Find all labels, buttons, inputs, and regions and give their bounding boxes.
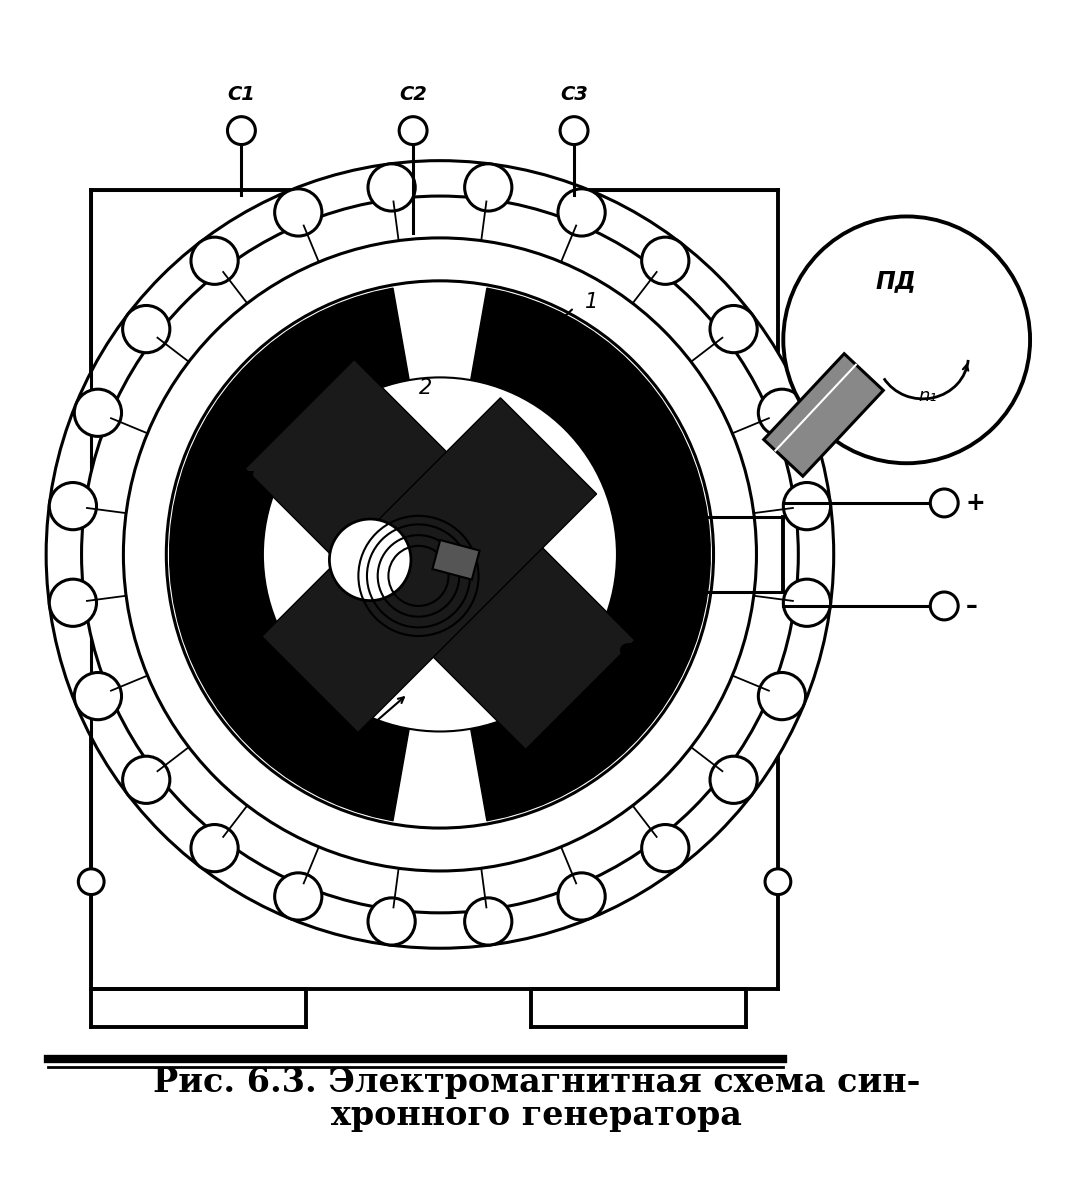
- Circle shape: [368, 897, 415, 945]
- Circle shape: [558, 873, 605, 920]
- Circle shape: [227, 117, 255, 144]
- Circle shape: [783, 579, 831, 626]
- Polygon shape: [470, 288, 710, 821]
- Circle shape: [783, 217, 1030, 463]
- Circle shape: [399, 117, 427, 144]
- Text: –: –: [966, 594, 978, 618]
- Text: n₁: n₁: [318, 760, 337, 778]
- Polygon shape: [764, 354, 883, 476]
- Circle shape: [49, 579, 97, 626]
- Text: N: N: [229, 470, 254, 500]
- Circle shape: [710, 305, 758, 353]
- Circle shape: [49, 483, 97, 529]
- Circle shape: [558, 188, 605, 236]
- Text: C3: C3: [560, 85, 588, 104]
- Circle shape: [759, 390, 806, 437]
- Circle shape: [122, 757, 170, 804]
- Circle shape: [783, 483, 831, 529]
- Circle shape: [263, 378, 617, 732]
- Text: +: +: [966, 491, 985, 515]
- Text: C1: C1: [227, 85, 255, 104]
- Circle shape: [759, 673, 806, 720]
- Circle shape: [122, 305, 170, 353]
- Circle shape: [465, 163, 512, 211]
- Circle shape: [710, 757, 758, 804]
- Circle shape: [275, 188, 322, 236]
- Circle shape: [560, 117, 588, 144]
- Circle shape: [74, 673, 121, 720]
- Circle shape: [78, 869, 104, 895]
- Circle shape: [642, 237, 689, 284]
- Polygon shape: [262, 398, 597, 733]
- Circle shape: [191, 237, 238, 284]
- Circle shape: [642, 824, 689, 871]
- Circle shape: [930, 489, 958, 517]
- Circle shape: [46, 161, 834, 948]
- Circle shape: [74, 390, 121, 437]
- Text: 1: 1: [585, 292, 598, 313]
- Text: ПД: ПД: [876, 269, 916, 292]
- Polygon shape: [170, 288, 410, 821]
- Text: C2: C2: [399, 85, 427, 104]
- Text: хронного генератора: хронного генератора: [332, 1099, 741, 1132]
- Circle shape: [191, 824, 238, 871]
- Text: Рис. 6.3. Электромагнитная схема син-: Рис. 6.3. Электромагнитная схема син-: [152, 1066, 921, 1099]
- Text: n₁: n₁: [918, 387, 938, 405]
- Text: S: S: [617, 642, 638, 671]
- Circle shape: [82, 197, 798, 913]
- Circle shape: [465, 897, 512, 945]
- Circle shape: [765, 869, 791, 895]
- Circle shape: [368, 163, 415, 211]
- Circle shape: [123, 238, 756, 871]
- Text: 2: 2: [418, 378, 431, 398]
- Circle shape: [930, 592, 958, 620]
- Circle shape: [166, 281, 714, 828]
- Polygon shape: [245, 360, 635, 749]
- Polygon shape: [432, 540, 480, 580]
- Circle shape: [275, 873, 322, 920]
- Circle shape: [329, 519, 411, 600]
